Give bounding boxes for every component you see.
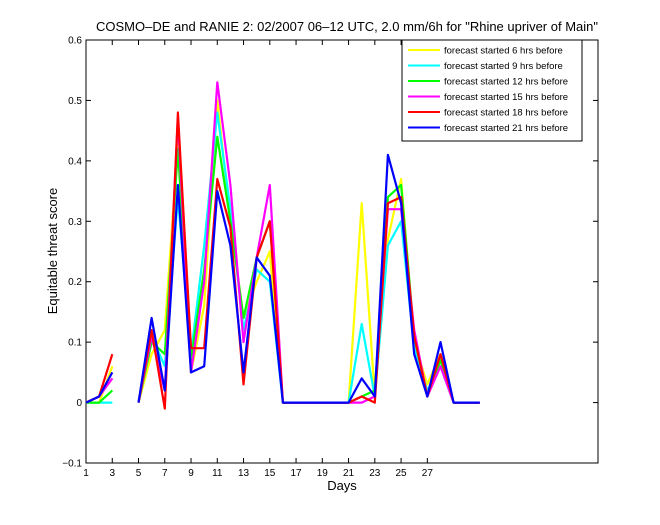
y-tick-label: 0.2 [68,277,82,288]
x-tick-label: 25 [396,468,408,479]
x-tick-label: 11 [212,468,223,479]
y-tick-label: 0.3 [68,217,82,228]
series-line-5 [85,153,480,404]
y-tick-label: −0.1 [62,459,82,470]
y-tick-label: 0.1 [68,338,82,349]
x-tick-label: 17 [290,468,302,479]
legend: forecast started 6 hrs before forecast st… [401,39,583,142]
x-tick-label: 1 [83,468,89,479]
x-tick-label: 9 [188,468,194,479]
legend-label: forecast started 6 hrs before [444,46,563,57]
y-tick-label: 0 [76,398,82,409]
legend-box [401,39,583,142]
y-tick-label: 0.6 [68,36,82,47]
x-tick-label: 15 [264,468,276,479]
x-tick-label: 3 [109,468,115,479]
chart-title: COSMO–DE and RANIE 2: 02/2007 06–12 UTC,… [96,19,598,34]
y-axis-label: Equitable threat score [45,188,60,314]
y-tick-label: 0.4 [68,156,82,167]
x-axis: 1 3 5 7 9 11 13 15 17 19 21 23 25 27 [83,40,433,479]
x-axis-label: Days [327,478,357,493]
legend-label: forecast started 12 hrs before [444,77,568,88]
series-lines [85,81,480,410]
x-tick-label: 7 [162,468,168,479]
legend-label: forecast started 15 hrs before [444,92,568,103]
legend-label: forecast started 9 hrs before [444,61,563,72]
x-tick-label: 5 [136,468,142,479]
legend-label: forecast started 18 hrs before [444,108,568,119]
x-tick-label: 23 [369,468,381,479]
legend-label: forecast started 21 hrs before [444,123,568,134]
y-axis: −0.1 0 0.1 0.2 0.3 0.4 0.5 0.6 [62,36,598,470]
x-tick-label: 19 [317,468,329,479]
x-tick-label: 21 [343,468,355,479]
x-tick-label: 27 [422,468,434,479]
y-tick-label: 0.5 [68,96,82,107]
x-tick-label: 13 [238,468,250,479]
